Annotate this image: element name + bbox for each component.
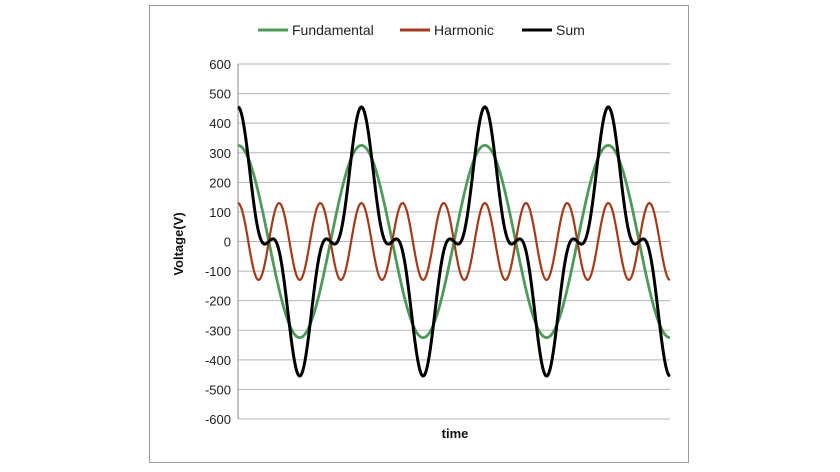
y-tick-label: -400 — [205, 353, 231, 368]
y-tick-label: -200 — [205, 294, 231, 309]
voltage-chart: 600 500 400 300 200 100 0 -100 -200 -300 -400 -500 -… — [171, 22, 671, 441]
legend-label-sum: Sum — [556, 22, 585, 38]
y-tick-label: -500 — [205, 382, 231, 397]
chart-frame: 600 500 400 300 200 100 0 -100 -200 -300 -400 -500 -… — [149, 5, 689, 463]
legend-label-harmonic: Harmonic — [434, 22, 494, 38]
y-tick-label: -600 — [205, 412, 231, 427]
series-line-sum — [237, 105, 671, 378]
legend: Fundamental Harmonic Sum — [258, 22, 585, 38]
legend-label-fundamental: Fundamental — [292, 22, 374, 38]
y-tick-label: 100 — [209, 205, 231, 220]
y-tick-label: 200 — [209, 175, 231, 190]
y-tick-label: 500 — [209, 87, 231, 102]
y-tick-label: 300 — [209, 146, 231, 161]
y-tick-labels: 600 500 400 300 200 100 0 -100 -200 -300 -400 -500 -… — [205, 57, 231, 427]
series-lines — [237, 105, 671, 378]
y-tick-label: 0 — [224, 235, 231, 250]
y-tick-label: -300 — [205, 323, 231, 338]
gridlines — [237, 63, 670, 420]
y-tick-label: -100 — [205, 264, 231, 279]
y-axis-label: Voltage(V) — [171, 212, 186, 275]
y-tick-label: 400 — [209, 116, 231, 131]
y-tick-label: 600 — [209, 57, 231, 72]
x-axis-label: time — [442, 426, 469, 441]
